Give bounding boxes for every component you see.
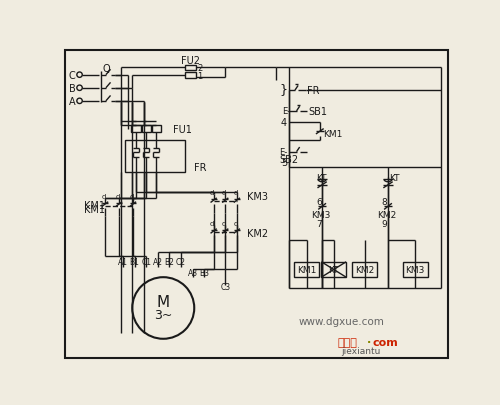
Text: E-: E-	[282, 107, 290, 116]
Text: d: d	[233, 190, 237, 196]
Text: C3: C3	[220, 282, 230, 291]
Text: FU2: FU2	[181, 56, 200, 66]
Circle shape	[77, 73, 82, 78]
Circle shape	[77, 99, 82, 104]
Text: FU1: FU1	[174, 124, 192, 134]
Text: d: d	[116, 193, 119, 199]
Text: KM1: KM1	[84, 200, 105, 210]
Bar	[132, 126, 141, 132]
Text: KM3: KM3	[406, 265, 425, 274]
Text: d: d	[222, 221, 226, 227]
Bar	[352, 262, 377, 277]
Text: C1: C1	[141, 258, 151, 266]
Text: E-: E-	[280, 148, 288, 157]
Text: www.dgxue.com: www.dgxue.com	[299, 316, 385, 326]
Text: d: d	[130, 193, 134, 199]
Text: B3: B3	[200, 269, 209, 277]
Text: 2: 2	[198, 64, 202, 73]
Text: 4: 4	[281, 117, 287, 127]
Text: C: C	[68, 70, 75, 81]
Text: d: d	[102, 193, 106, 199]
Text: A2: A2	[153, 258, 163, 266]
Text: jiexiantu: jiexiantu	[342, 346, 381, 355]
Text: KM1: KM1	[297, 265, 316, 274]
Text: 8: 8	[382, 198, 388, 207]
Text: KM2: KM2	[355, 265, 374, 274]
Text: d: d	[233, 221, 237, 227]
Text: KM3: KM3	[247, 191, 268, 201]
Circle shape	[77, 86, 82, 91]
Bar	[185, 66, 196, 71]
Text: KM3: KM3	[312, 210, 330, 219]
Text: 6: 6	[316, 198, 322, 207]
Text: 7: 7	[316, 219, 322, 228]
Bar	[402, 262, 427, 277]
Bar	[185, 73, 196, 79]
Text: 3~: 3~	[154, 308, 172, 321]
Text: FR: FR	[194, 163, 207, 173]
Text: com: com	[372, 337, 398, 347]
Text: }: }	[280, 83, 287, 96]
Text: FR: FR	[308, 86, 320, 96]
Text: SB2: SB2	[280, 154, 298, 164]
Text: KM1: KM1	[323, 130, 342, 139]
Text: B2: B2	[164, 258, 174, 266]
Text: A1: A1	[118, 258, 128, 266]
Text: Q: Q	[103, 64, 110, 74]
Text: M: M	[156, 294, 170, 309]
Bar	[322, 262, 346, 277]
Text: KT: KT	[316, 173, 326, 182]
Bar	[142, 126, 151, 132]
Text: A3: A3	[188, 269, 198, 277]
Text: B: B	[68, 83, 75, 94]
Text: d: d	[210, 190, 214, 196]
Text: d: d	[222, 190, 226, 196]
Text: SB1: SB1	[308, 107, 327, 117]
Text: 接线图: 接线图	[338, 337, 357, 347]
Text: KM2: KM2	[247, 228, 268, 238]
Text: KT: KT	[328, 265, 339, 274]
Text: 1: 1	[198, 72, 202, 81]
Bar	[124, 141, 185, 173]
Text: 9: 9	[382, 219, 388, 228]
Text: KT: KT	[390, 173, 400, 182]
Circle shape	[132, 277, 194, 339]
Bar	[294, 262, 319, 277]
Text: d: d	[210, 221, 214, 227]
Bar	[152, 126, 161, 132]
Text: A: A	[68, 97, 75, 107]
Text: C2: C2	[176, 258, 186, 266]
Text: B1: B1	[130, 258, 140, 266]
Text: 5: 5	[281, 157, 287, 167]
Text: KM2: KM2	[377, 210, 396, 219]
Text: KM1: KM1	[84, 205, 105, 215]
Text: ·: ·	[367, 337, 372, 347]
